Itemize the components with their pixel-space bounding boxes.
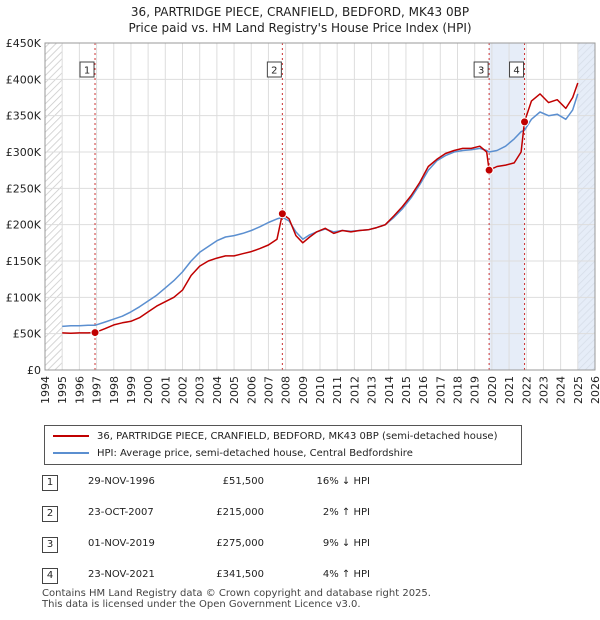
footer-line2: This data is licensed under the Open Gov… bbox=[42, 599, 361, 610]
price-chart: 1 2 3 4 £0 £50K £100K £150K £200K £250K £300K £350… bbox=[6, 37, 600, 404]
x-tick-label: 2017 bbox=[434, 376, 447, 404]
shaded-region bbox=[489, 43, 525, 370]
x-tick-label: 2018 bbox=[452, 376, 465, 404]
sale-hpi-diff: 16% ↓ HPI bbox=[316, 476, 370, 487]
sale-price: £215,000 bbox=[216, 507, 264, 518]
sale-number-badge: 4 bbox=[42, 568, 58, 584]
x-tick-label: 2008 bbox=[280, 376, 293, 404]
x-tick-label: 2022 bbox=[520, 376, 533, 404]
x-tick-label: 2013 bbox=[366, 376, 379, 404]
hatched-region bbox=[45, 43, 63, 370]
sale-badge-label: 4 bbox=[513, 66, 519, 77]
shaded-region bbox=[577, 43, 595, 370]
sale-price: £51,500 bbox=[222, 476, 264, 487]
sale-badge-box bbox=[509, 61, 525, 78]
sale-date: 23-NOV-2021 bbox=[88, 569, 155, 580]
sale-date: 01-NOV-2019 bbox=[88, 538, 155, 549]
sale-date: 29-NOV-1996 bbox=[88, 476, 155, 487]
chart-title: 36, PARTRIDGE PIECE, CRANFIELD, BEDFORD,… bbox=[0, 4, 600, 36]
legend-entry-hpi: HPI: Average price, semi-detached house,… bbox=[53, 446, 413, 462]
x-tick-label: 1995 bbox=[56, 376, 69, 404]
x-tick-label: 2024 bbox=[555, 376, 568, 404]
x-tick-label: 2019 bbox=[469, 376, 482, 404]
sale-row: 4 23-NOV-2021 £341,500 4% ↑ HPI bbox=[42, 566, 442, 597]
y-tick-label: £200K bbox=[6, 219, 42, 232]
sale-row: 1 29-NOV-1996 £51,500 16% ↓ HPI bbox=[42, 473, 442, 504]
x-tick-label: 2011 bbox=[331, 376, 344, 404]
x-tick-label: 1997 bbox=[91, 376, 104, 404]
legend-entry-price-paid: 36, PARTRIDGE PIECE, CRANFIELD, BEDFORD,… bbox=[53, 429, 497, 445]
y-tick-label: £400K bbox=[6, 73, 42, 86]
x-tick-label: 2010 bbox=[314, 376, 327, 404]
x-tick-label: 1999 bbox=[125, 376, 138, 404]
x-tick-label: 2023 bbox=[537, 376, 550, 404]
x-tick-label: 2021 bbox=[503, 376, 516, 404]
y-tick-label: £450K bbox=[6, 37, 42, 50]
x-tick-label: 2006 bbox=[245, 376, 258, 404]
x-tick-label: 2012 bbox=[348, 376, 361, 404]
sale-row: 2 23-OCT-2007 £215,000 2% ↑ HPI bbox=[42, 504, 442, 535]
chart-legend: 36, PARTRIDGE PIECE, CRANFIELD, BEDFORD,… bbox=[44, 425, 522, 465]
x-tick-label: 1994 bbox=[39, 376, 52, 404]
chart-title-line2: Price paid vs. HM Land Registry's House … bbox=[128, 21, 472, 35]
x-tick-label: 2016 bbox=[417, 376, 430, 404]
chart-title-line1: 36, PARTRIDGE PIECE, CRANFIELD, BEDFORD,… bbox=[130, 5, 470, 19]
x-tick-label: 2003 bbox=[194, 376, 207, 404]
footer-line1: Contains HM Land Registry data © Crown c… bbox=[42, 588, 431, 599]
sale-badge-box bbox=[266, 61, 282, 78]
x-tick-label: 2009 bbox=[297, 376, 310, 404]
x-tick-label: 2015 bbox=[400, 376, 413, 404]
sale-number-badge: 1 bbox=[42, 475, 58, 491]
legend-swatch-hpi bbox=[53, 452, 89, 454]
y-tick-label: £300K bbox=[6, 146, 42, 159]
plot-frame bbox=[44, 42, 596, 371]
sales-table: 1 29-NOV-1996 £51,500 16% ↓ HPI 2 23-OCT… bbox=[42, 473, 442, 597]
legend-swatch-price-paid bbox=[53, 435, 89, 437]
sale-badge-label: 2 bbox=[271, 66, 277, 77]
sale-number-badge: 2 bbox=[42, 506, 58, 522]
sale-row: 3 01-NOV-2019 £275,000 9% ↓ HPI bbox=[42, 535, 442, 566]
y-tick-label: £100K bbox=[6, 291, 42, 304]
sale-hpi-diff: 4% ↑ HPI bbox=[322, 569, 370, 580]
legend-label-hpi: HPI: Average price, semi-detached house,… bbox=[97, 448, 413, 459]
sale-price: £341,500 bbox=[216, 569, 264, 580]
x-tick-label: 2007 bbox=[262, 376, 275, 404]
x-tick-label: 2004 bbox=[211, 376, 224, 404]
sale-badge-box bbox=[79, 61, 95, 78]
price-paid-line bbox=[62, 82, 579, 335]
sale-hpi-diff: 9% ↓ HPI bbox=[322, 538, 370, 549]
sale-point bbox=[520, 117, 530, 127]
legend-label-price-paid: 36, PARTRIDGE PIECE, CRANFIELD, BEDFORD,… bbox=[97, 431, 498, 442]
x-tick-label: 2001 bbox=[159, 376, 172, 404]
x-tick-label: 1996 bbox=[73, 376, 86, 404]
x-tick-label: 1998 bbox=[108, 376, 121, 404]
sale-price: £275,000 bbox=[216, 538, 264, 549]
x-tick-label: 2026 bbox=[589, 376, 600, 404]
sale-date: 23-OCT-2007 bbox=[88, 507, 154, 518]
sale-badge-label: 1 bbox=[84, 66, 90, 77]
sale-hpi-diff: 2% ↑ HPI bbox=[322, 507, 370, 518]
y-tick-label: £350K bbox=[6, 110, 42, 123]
sale-point bbox=[484, 165, 494, 175]
y-tick-label: £50K bbox=[13, 328, 42, 341]
x-tick-label: 2025 bbox=[572, 376, 585, 404]
sale-number-badge: 3 bbox=[42, 537, 58, 553]
x-tick-label: 2014 bbox=[383, 376, 396, 404]
sale-point bbox=[90, 328, 100, 338]
footer-attribution: Contains HM Land Registry data © Crown c… bbox=[42, 588, 431, 610]
sale-badge-label: 3 bbox=[478, 66, 484, 77]
sale-badge-box bbox=[473, 61, 489, 78]
x-tick-label: 2000 bbox=[142, 376, 155, 404]
x-tick-label: 2020 bbox=[486, 376, 499, 404]
sale-point bbox=[277, 209, 287, 219]
y-tick-label: £0 bbox=[27, 364, 41, 377]
y-tick-label: £250K bbox=[6, 182, 42, 195]
y-tick-label: £150K bbox=[6, 255, 42, 268]
x-tick-label: 2002 bbox=[177, 376, 190, 404]
x-tick-label: 2005 bbox=[228, 376, 241, 404]
